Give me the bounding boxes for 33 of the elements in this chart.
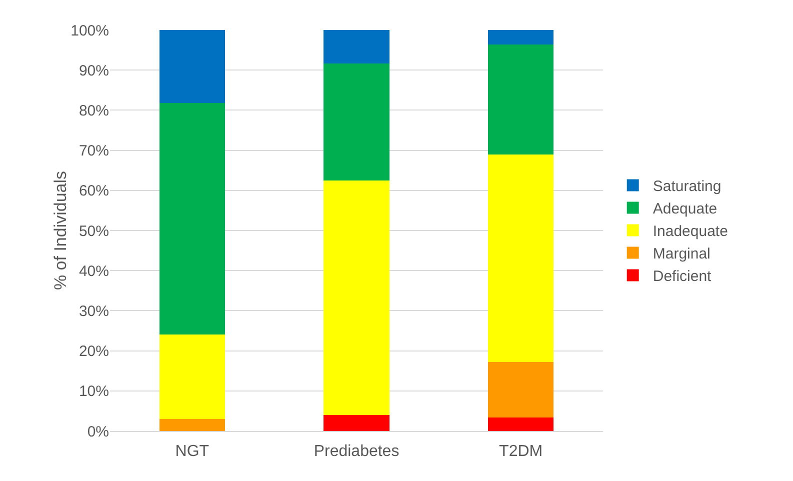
y-tick-label: 100% bbox=[70, 22, 109, 40]
legend-label: Deficient bbox=[652, 268, 712, 286]
bar bbox=[159, 418, 226, 431]
y-tick-label: 20% bbox=[78, 343, 109, 360]
legend-label: Saturating bbox=[652, 178, 722, 196]
y-tick-label: 0% bbox=[87, 423, 109, 440]
y-axis-title: % of Individuals bbox=[51, 170, 70, 290]
x-tick-label: T2DM bbox=[499, 443, 543, 460]
bar bbox=[488, 44, 554, 154]
y-tick-label: 30% bbox=[78, 302, 109, 320]
legend-label: Inadequate bbox=[652, 223, 728, 240]
y-tick-label: 50% bbox=[78, 222, 109, 240]
bar bbox=[488, 417, 554, 431]
bar bbox=[324, 30, 390, 64]
bar bbox=[324, 64, 390, 180]
x-tick-label: NGT bbox=[175, 443, 210, 460]
bar bbox=[159, 102, 226, 334]
bar bbox=[324, 180, 390, 415]
bar bbox=[159, 334, 226, 419]
legend-label: Adequate bbox=[652, 200, 718, 218]
bar bbox=[324, 414, 390, 431]
bar bbox=[488, 154, 554, 362]
bar bbox=[159, 30, 226, 103]
y-tick-label: 70% bbox=[78, 142, 109, 160]
legend-label: Marginal bbox=[652, 246, 710, 263]
bar bbox=[488, 30, 554, 44]
bar bbox=[488, 362, 554, 418]
x-tick-label: Prediabetes bbox=[314, 443, 400, 460]
y-tick-label: 10% bbox=[78, 383, 109, 400]
y-tick-label: 90% bbox=[78, 62, 109, 80]
y-tick-label: 40% bbox=[78, 262, 109, 280]
y-tick-label: 60% bbox=[78, 182, 109, 200]
y-tick-label: 80% bbox=[78, 102, 109, 120]
